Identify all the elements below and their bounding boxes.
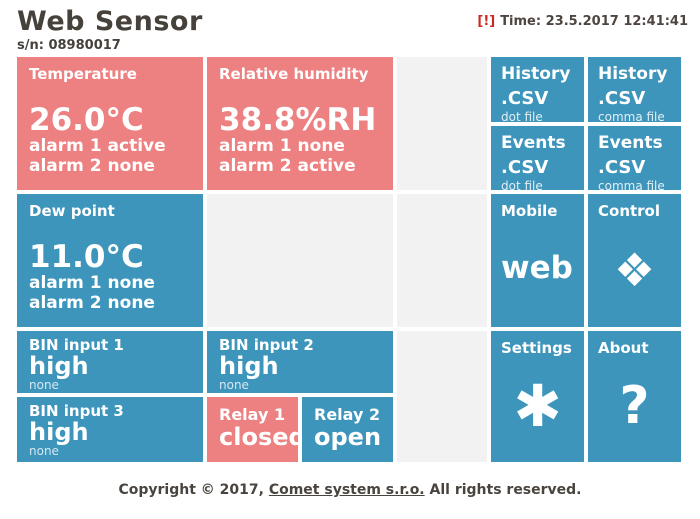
device-time: [!] Time: 23.5.2017 12:41:41 [477, 14, 688, 29]
empty-cell [397, 57, 487, 190]
bin1-sub: none [29, 378, 59, 393]
history-csv-dot-button[interactable]: History .CSV dot file [491, 57, 584, 125]
comet-system-link[interactable]: Comet system s.r.o. [268, 482, 425, 498]
settings-button[interactable]: Settings ✱ [491, 331, 584, 462]
settings-asterisk-icon: ✱ [513, 371, 562, 440]
events-csv-comma-button[interactable]: Events .CSV comma file [588, 126, 681, 194]
events-comma-sub: comma file [598, 179, 665, 194]
temperature-alarm1: alarm 1 active [29, 136, 166, 156]
bin3-value: high [29, 418, 89, 446]
page-header: Web Sensor s/n: 08980017 [!] Time: 23.5.2… [17, 6, 688, 53]
control-label: Control [598, 202, 661, 220]
events-comma-value: .CSV [598, 157, 646, 179]
temperature-tile: Temperature 26.0°C alarm 1 active alarm … [17, 57, 203, 190]
history-dot-label: History [501, 64, 571, 84]
relay1-value: closed [219, 423, 306, 452]
bin3-sub: none [29, 444, 59, 459]
copyright-suffix: All rights reserved. [424, 482, 582, 498]
history-dot-value: .CSV [501, 88, 549, 110]
tile-grid: Temperature 26.0°C alarm 1 active alarm … [17, 57, 681, 462]
mobile-label: Mobile [501, 202, 558, 220]
bin1-value: high [29, 352, 89, 380]
dew-point-tile: Dew point 11.0°C alarm 1 none alarm 2 no… [17, 194, 203, 327]
bin-input-3-tile: BIN input 3 high none [17, 397, 203, 462]
mobile-value: web [501, 250, 573, 286]
relay-2-tile: Relay 2 open [302, 397, 393, 462]
dew-point-value: 11.0°C [29, 239, 144, 275]
empty-cell [397, 194, 487, 327]
serial-number: s/n: 08980017 [17, 38, 121, 53]
events-comma-label: Events [598, 133, 663, 153]
temperature-label: Temperature [29, 65, 137, 83]
empty-cell [397, 331, 487, 462]
bin3-label: BIN input 3 [29, 402, 124, 420]
dew-point-label: Dew point [29, 202, 115, 220]
relay2-label: Relay 2 [314, 405, 381, 424]
dew-point-alarm1: alarm 1 none [29, 273, 155, 293]
copyright-prefix: Copyright © 2017, [118, 482, 269, 498]
history-dot-sub: dot file [501, 110, 543, 125]
events-csv-dot-button[interactable]: Events .CSV dot file [491, 126, 584, 194]
relay1-label: Relay 1 [219, 405, 286, 424]
history-csv-comma-button[interactable]: History .CSV comma file [588, 57, 681, 125]
page-title: Web Sensor [17, 6, 203, 37]
settings-label: Settings [501, 339, 572, 357]
events-dot-value: .CSV [501, 157, 549, 179]
humidity-alarm2: alarm 2 active [219, 156, 356, 177]
bin-input-2-tile: BIN input 2 high none [207, 331, 393, 393]
bin2-label: BIN input 2 [219, 336, 314, 354]
relay2-value: open [314, 423, 382, 452]
about-button[interactable]: About ? [588, 331, 681, 462]
temperature-alarm2: alarm 2 none [29, 156, 155, 177]
control-diamonds-icon: ❖ [613, 242, 656, 297]
history-comma-label: History [598, 64, 668, 84]
events-dot-sub: dot file [501, 179, 543, 194]
control-button[interactable]: Control ❖ [588, 194, 681, 327]
dew-point-alarm2: alarm 2 none [29, 293, 155, 314]
bin2-sub: none [219, 378, 249, 393]
time-label: Time: 23.5.2017 12:41:41 [500, 14, 688, 29]
bin-input-1-tile: BIN input 1 high none [17, 331, 203, 393]
empty-cell [207, 194, 393, 327]
bin1-label: BIN input 1 [29, 336, 124, 354]
events-dot-label: Events [501, 133, 566, 153]
humidity-alarm1: alarm 1 none [219, 136, 345, 156]
history-comma-sub: comma file [598, 110, 665, 125]
about-question-icon: ? [619, 375, 650, 436]
copyright-footer: Copyright © 2017, Comet system s.r.o. Al… [0, 482, 700, 498]
mobile-web-button[interactable]: Mobile web [491, 194, 584, 327]
history-comma-value: .CSV [598, 88, 646, 110]
humidity-label: Relative humidity [219, 65, 369, 83]
humidity-value: 38.8%RH [219, 102, 377, 138]
temperature-value: 26.0°C [29, 102, 144, 138]
relay-1-tile: Relay 1 closed [207, 397, 306, 462]
about-label: About [598, 339, 649, 357]
bin2-value: high [219, 352, 279, 380]
alert-icon: [!] [477, 14, 496, 29]
humidity-tile: Relative humidity 38.8%RH alarm 1 none a… [207, 57, 393, 190]
